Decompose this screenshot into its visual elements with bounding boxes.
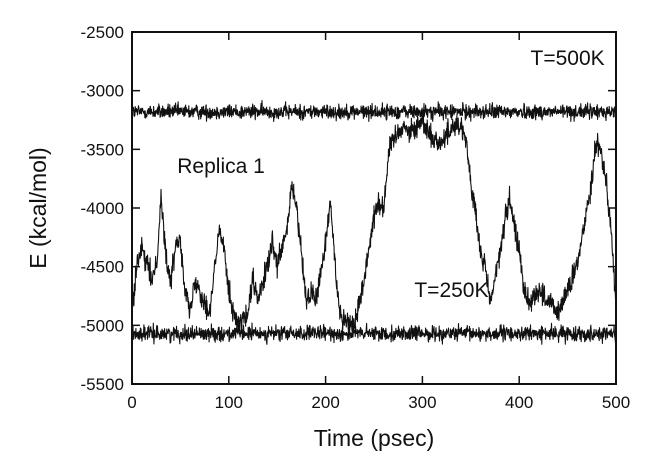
- x-tick-label: 100: [215, 393, 243, 412]
- y-tick-label: -4500: [81, 258, 124, 277]
- x-axis-label: Time (psec): [314, 425, 435, 451]
- x-tick-label: 400: [505, 393, 533, 412]
- y-tick-label: -3500: [81, 140, 124, 159]
- series-line-t-250k: [131, 322, 617, 345]
- chart-annotations: T=500K Replica 1 T=250K: [177, 47, 604, 302]
- x-tick-label: 500: [602, 393, 630, 412]
- y-tick-label: -3000: [81, 82, 124, 101]
- series-lines: [131, 99, 617, 345]
- annotation-label: T=500K: [531, 47, 605, 70]
- x-tick-label: 300: [408, 393, 436, 412]
- axis-tick-labels: 0 100 200 300 400 500 -2500 -3000 -3500 -4000 -450…: [81, 23, 631, 412]
- y-tick-label: -4000: [81, 199, 124, 218]
- y-tick-label: -2500: [81, 23, 124, 42]
- x-tick-label: 200: [311, 393, 339, 412]
- y-axis-label: E (kcal/mol): [25, 147, 51, 268]
- axis-ticks: [131, 31, 617, 385]
- annotation-label: Replica 1: [177, 155, 265, 178]
- series-line-t-500k: [131, 99, 617, 123]
- y-tick-label: -5500: [81, 375, 124, 394]
- annotation-label: T=250K: [414, 279, 488, 302]
- x-tick-label: 0: [127, 393, 136, 412]
- y-tick-label: -5000: [81, 316, 124, 335]
- series-line-replica-1: [131, 110, 617, 335]
